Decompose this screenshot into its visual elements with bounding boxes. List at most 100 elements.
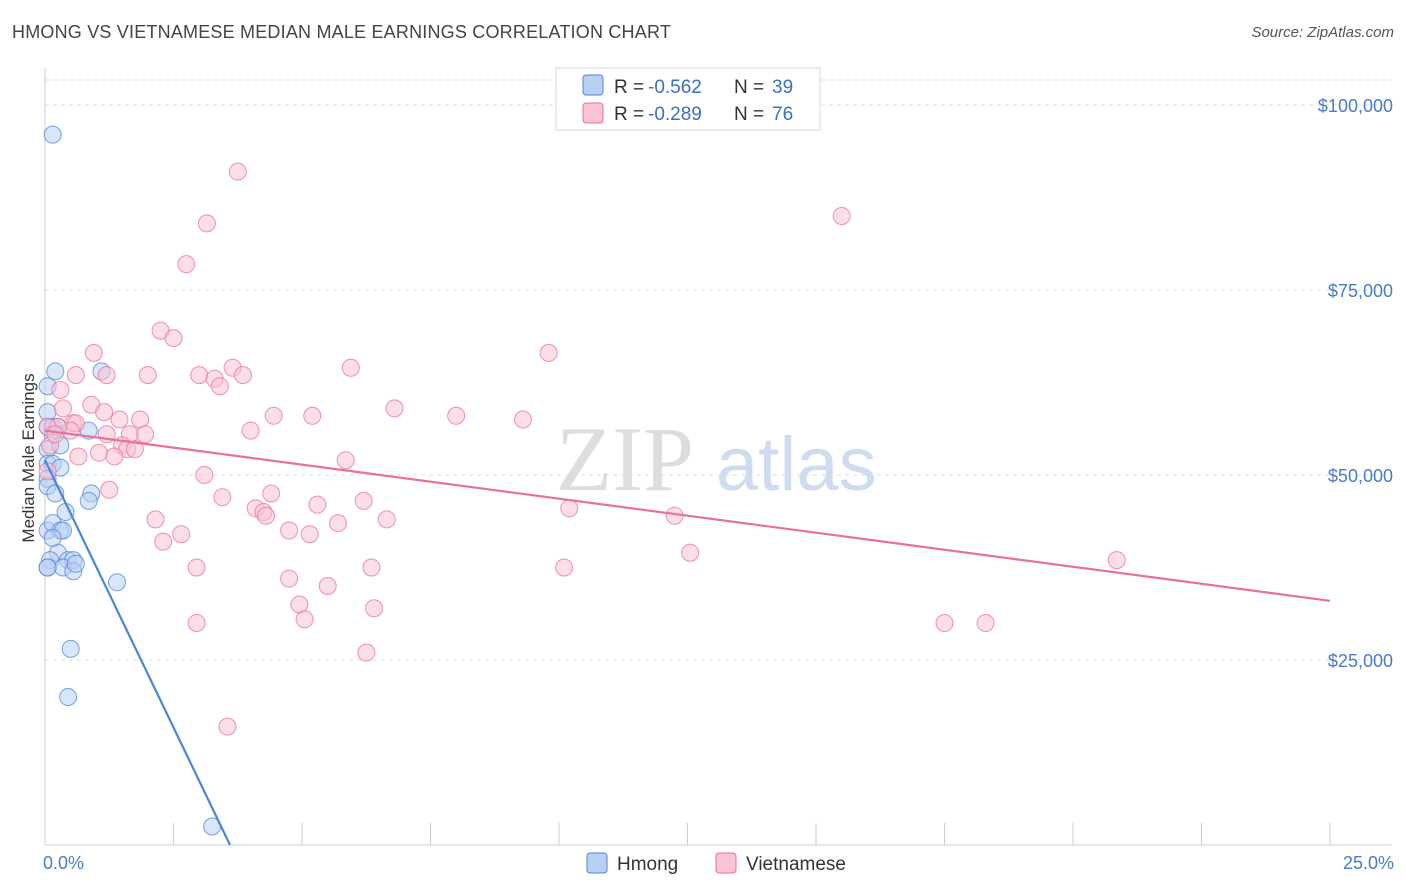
point-vietnamese-72 bbox=[187, 614, 206, 632]
point-hmong-37 bbox=[66, 554, 85, 573]
point-vietnamese-20 bbox=[54, 399, 72, 418]
trend-line-vietnamese bbox=[44, 429, 1331, 602]
bottom-legend-label-vietnamese[interactable]: Vietnamese bbox=[746, 854, 846, 875]
point-vietnamese-5 bbox=[164, 329, 183, 348]
trend-lines bbox=[44, 429, 1331, 846]
y-tick-label-2: $75,000 bbox=[1328, 281, 1393, 301]
watermark-atlas: atlas bbox=[716, 422, 877, 507]
point-hmong-32 bbox=[108, 573, 126, 592]
chart-title: HMONG VS VIETNAMESE MEDIAN MALE EARNINGS… bbox=[12, 22, 672, 42]
legend-r-value-hmong: -0.562 bbox=[648, 77, 702, 98]
point-vietnamese-22 bbox=[264, 406, 283, 425]
point-vietnamese-11 bbox=[97, 366, 116, 385]
x-ticks bbox=[173, 823, 1331, 845]
point-vietnamese-60 bbox=[300, 525, 319, 544]
y-tick-label-3: $100,000 bbox=[1318, 96, 1393, 116]
x-tick-label-min: 0.0% bbox=[43, 853, 84, 873]
point-vietnamese-23 bbox=[303, 406, 322, 425]
point-hmong-33 bbox=[61, 639, 80, 658]
y-tick-labels: $25,000 $50,000 $75,000 $100,000 bbox=[1318, 96, 1393, 671]
point-vietnamese-75 bbox=[976, 614, 995, 632]
point-vietnamese-7 bbox=[539, 343, 558, 362]
point-vietnamese-16 bbox=[210, 377, 229, 396]
x-tick-label-max: 25.0% bbox=[1343, 853, 1394, 873]
point-vietnamese-47 bbox=[213, 488, 232, 507]
legend-n-value-hmong: 39 bbox=[772, 77, 793, 98]
point-vietnamese-42 bbox=[105, 447, 124, 466]
point-vietnamese-67 bbox=[280, 569, 299, 588]
y-axis-label: Median Male Earnings bbox=[19, 373, 38, 542]
point-vietnamese-17 bbox=[51, 380, 70, 399]
point-vietnamese-64 bbox=[187, 558, 206, 577]
point-vietnamese-19 bbox=[385, 399, 404, 418]
point-vietnamese-57 bbox=[329, 514, 347, 533]
point-vietnamese-3 bbox=[177, 255, 196, 274]
point-vietnamese-2 bbox=[197, 214, 216, 233]
y-tick-label-0: $25,000 bbox=[1328, 651, 1393, 671]
point-vietnamese-48 bbox=[262, 484, 281, 503]
bottom-legend-swatch-vietnamese[interactable] bbox=[715, 852, 737, 874]
bottom-legend: Hmong Vietnamese bbox=[586, 852, 846, 875]
point-vietnamese-69 bbox=[1107, 551, 1126, 570]
point-vietnamese-35 bbox=[136, 425, 155, 444]
y-tick-label-1: $50,000 bbox=[1328, 466, 1393, 486]
point-vietnamese-74 bbox=[935, 614, 954, 632]
point-vietnamese-25 bbox=[514, 410, 532, 429]
legend-r-label-vietnamese: R = bbox=[614, 104, 644, 125]
legend-n-label-vietnamese: N = bbox=[734, 104, 764, 125]
point-vietnamese-59 bbox=[280, 521, 299, 540]
point-vietnamese-32 bbox=[241, 421, 260, 440]
watermark-zip: ZIP bbox=[556, 408, 694, 510]
chart-source: Source: ZipAtlas.com bbox=[1251, 24, 1394, 41]
point-vietnamese-50 bbox=[308, 495, 327, 514]
bottom-legend-swatch-hmong[interactable] bbox=[586, 852, 608, 874]
legend-box: R = -0.562 N = 39 R = -0.289 N = 76 bbox=[555, 67, 821, 131]
point-vietnamese-41 bbox=[69, 447, 88, 466]
point-vietnamese-65 bbox=[555, 558, 574, 577]
point-vietnamese-6 bbox=[84, 343, 103, 362]
point-vietnamese-21 bbox=[95, 403, 114, 422]
legend-r-value-vietnamese: -0.289 bbox=[648, 104, 702, 125]
point-vietnamese-46 bbox=[100, 480, 119, 499]
watermark: ZIP atlas bbox=[556, 408, 877, 510]
point-vietnamese-24 bbox=[447, 406, 466, 425]
point-vietnamese-56 bbox=[146, 510, 165, 529]
point-vietnamese-9 bbox=[341, 358, 360, 377]
point-vietnamese-45 bbox=[195, 466, 214, 484]
point-vietnamese-77 bbox=[218, 717, 237, 736]
point-hmong-0 bbox=[43, 125, 62, 144]
point-hmong-36 bbox=[43, 528, 62, 547]
data-points bbox=[38, 125, 1126, 836]
point-vietnamese-43 bbox=[336, 451, 355, 470]
point-hmong-34 bbox=[59, 688, 78, 706]
point-vietnamese-79 bbox=[46, 425, 65, 444]
point-vietnamese-71 bbox=[365, 599, 383, 618]
point-vietnamese-61 bbox=[172, 525, 191, 544]
point-vietnamese-10 bbox=[66, 366, 85, 385]
legend-r-label-hmong: R = bbox=[614, 77, 644, 98]
point-vietnamese-66 bbox=[362, 558, 381, 577]
point-vietnamese-68 bbox=[318, 577, 337, 595]
point-vietnamese-15 bbox=[233, 366, 252, 385]
point-hmong-31 bbox=[38, 558, 57, 577]
point-vietnamese-54 bbox=[257, 506, 275, 525]
point-vietnamese-13 bbox=[190, 366, 209, 385]
point-vietnamese-28 bbox=[110, 410, 129, 429]
point-vietnamese-49 bbox=[354, 491, 373, 510]
point-vietnamese-73 bbox=[295, 610, 314, 629]
point-vietnamese-0 bbox=[228, 162, 247, 181]
legend-n-label-hmong: N = bbox=[734, 77, 764, 98]
legend-n-value-vietnamese: 76 bbox=[772, 104, 793, 125]
bottom-legend-label-hmong[interactable]: Hmong bbox=[617, 854, 678, 875]
point-vietnamese-1 bbox=[832, 207, 851, 225]
point-vietnamese-51 bbox=[560, 499, 579, 518]
legend-swatch-vietnamese bbox=[582, 102, 604, 124]
point-vietnamese-76 bbox=[357, 643, 376, 662]
trend-line-hmong bbox=[44, 459, 232, 846]
legend-swatch-hmong bbox=[582, 74, 604, 96]
point-vietnamese-63 bbox=[681, 543, 700, 562]
point-vietnamese-12 bbox=[138, 366, 157, 385]
point-vietnamese-62 bbox=[154, 532, 173, 551]
point-vietnamese-40 bbox=[90, 443, 108, 462]
